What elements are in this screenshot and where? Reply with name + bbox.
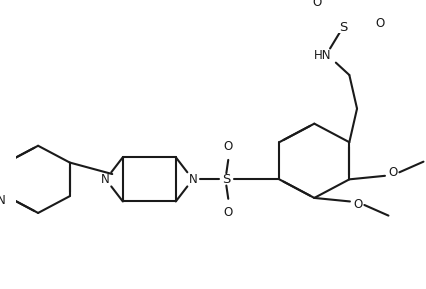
Text: O: O <box>224 205 233 218</box>
Text: N: N <box>189 173 198 186</box>
Text: O: O <box>388 166 397 179</box>
Text: S: S <box>340 21 348 34</box>
Text: O: O <box>353 199 362 212</box>
Text: HN: HN <box>314 49 331 62</box>
Text: N: N <box>0 194 6 207</box>
Text: O: O <box>224 140 233 153</box>
Text: S: S <box>222 173 230 186</box>
Text: N: N <box>101 173 110 186</box>
Text: O: O <box>375 17 385 30</box>
Text: O: O <box>312 0 321 9</box>
